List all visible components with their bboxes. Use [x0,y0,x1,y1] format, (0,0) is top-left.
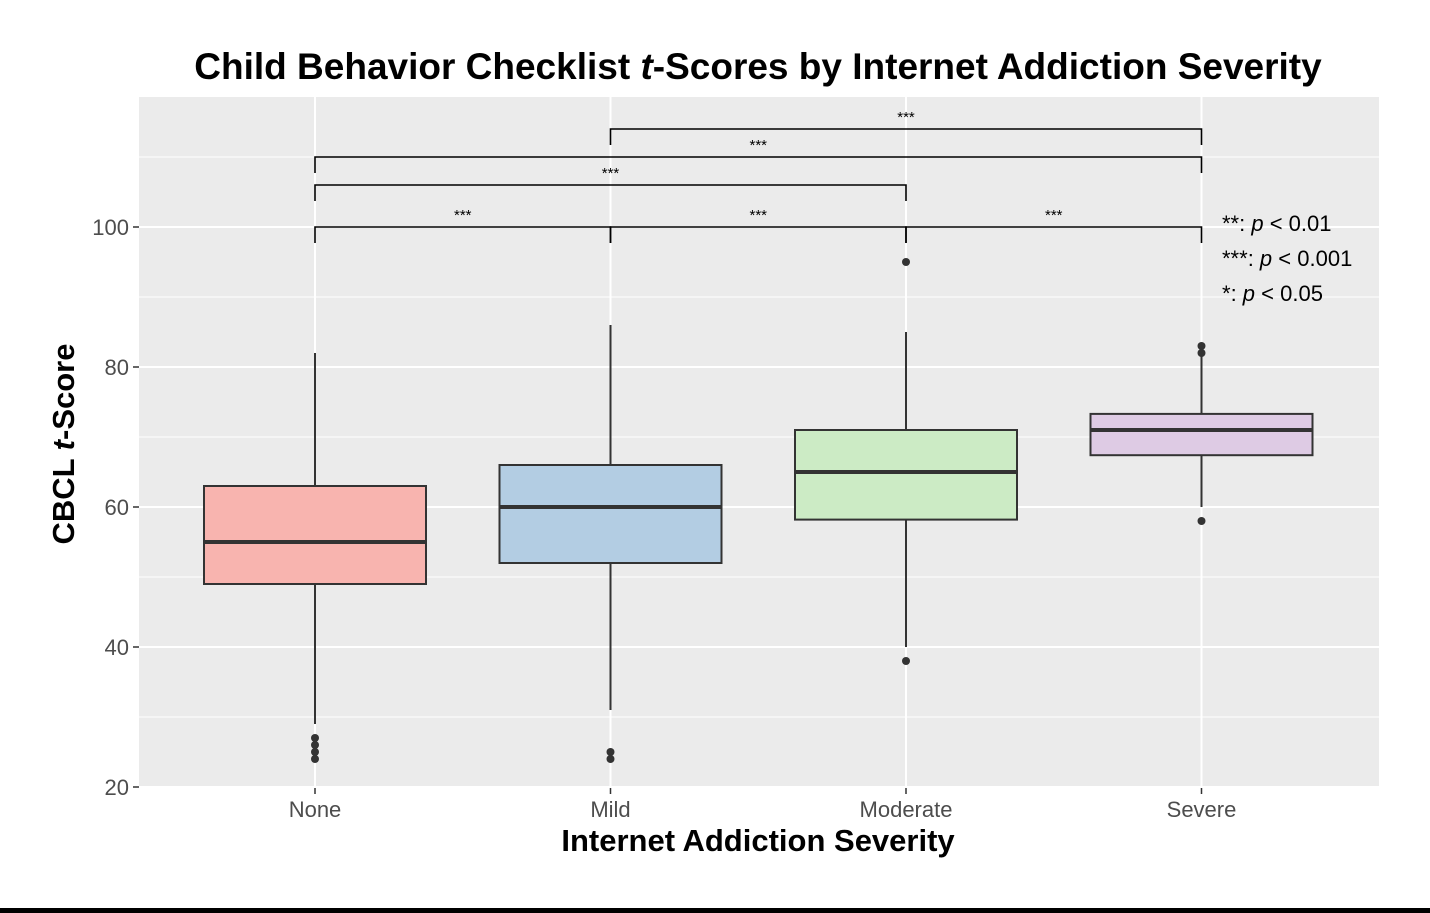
box-iqr [794,429,1018,521]
outlier-point [902,657,910,665]
bracket-none-severe: *** [314,137,1203,173]
box-severe [1089,342,1314,525]
bracket-mild-severe: *** [609,109,1203,145]
outlier-point [311,741,319,749]
box-layer [203,258,1314,763]
legend-stars-3: * [1222,281,1231,306]
legend-p-2: p [1259,246,1272,271]
bracket-label: *** [1045,207,1063,224]
bottom-rule [0,908,1430,913]
ylabel-part-italic: t [46,438,81,450]
title-part-italic: t [640,46,654,87]
y-tick-label: 100 [92,215,129,240]
box-none [203,353,427,763]
legend-entry-2: ***: p < 0.001 [1222,246,1352,271]
x-axis-title: Internet Addiction Severity [561,823,955,858]
y-tick-label: 40 [105,635,129,660]
bracket-none-moderate: *** [314,165,907,201]
x-tick-label: Mild [590,797,630,822]
ylabel-part-1: CBCL [46,450,81,544]
outlier-point [902,258,910,266]
outlier-point [311,734,319,742]
chart-title: Child Behavior Checklist t-Scores by Int… [194,46,1322,87]
bracket-label: *** [454,207,472,224]
legend-rest-2: < 0.001 [1272,246,1352,271]
bracket-line [609,128,1203,145]
bracket-label: *** [749,137,767,154]
y-tick-label: 80 [105,355,129,380]
y-tick-label: 60 [105,495,129,520]
legend-p-3: p [1242,281,1255,306]
outlier-point [1197,342,1206,350]
box-moderate [794,258,1018,665]
x-tick-label: None [289,797,342,822]
box-iqr [203,485,427,585]
outlier-point [311,755,319,763]
bracket-label: *** [602,165,620,182]
legend-rest-3: < 0.05 [1255,281,1323,306]
x-tick-label: Moderate [860,797,953,822]
x-tick-label: Severe [1167,797,1237,822]
ylabel-part-2: -Score [46,344,81,440]
box-iqr [498,464,723,564]
title-part-2: -Scores by Internet Addiction Severity [653,46,1322,87]
legend-stars-2: *** [1222,246,1248,271]
box-iqr [1089,412,1314,457]
bracket-label: *** [897,109,915,126]
outlier-point [1197,349,1206,357]
y-tick-label: 20 [105,775,129,800]
significance-legend: **: p < 0.01 ***: p < 0.001 *: p < 0.05 [1222,211,1352,306]
title-part-1: Child Behavior Checklist [194,46,640,87]
x-axis: None Mild Moderate Severe [289,788,1237,822]
y-axis-title: CBCL t-Score [46,344,81,545]
legend-rest-1: < 0.01 [1264,211,1332,236]
outlier-point [311,748,319,756]
y-axis: 20 40 60 80 100 [92,215,139,800]
outlier-point [606,748,615,756]
legend-entry-3: *: p < 0.05 [1222,281,1323,306]
bracket-line [314,156,1203,173]
outlier-point [606,755,615,763]
legend-entry-1: **: p < 0.01 [1222,211,1332,236]
bracket-line [905,226,1203,243]
bracket-label: *** [749,207,767,224]
bracket-line [314,184,907,201]
box-mild [498,325,723,763]
significance-brackets: *** *** *** *** *** *** [314,109,1203,243]
bracket-moderate-severe: *** [905,207,1203,243]
outlier-point [1197,517,1206,525]
legend-stars-1: ** [1222,211,1240,236]
legend-p-1: p [1250,211,1263,236]
